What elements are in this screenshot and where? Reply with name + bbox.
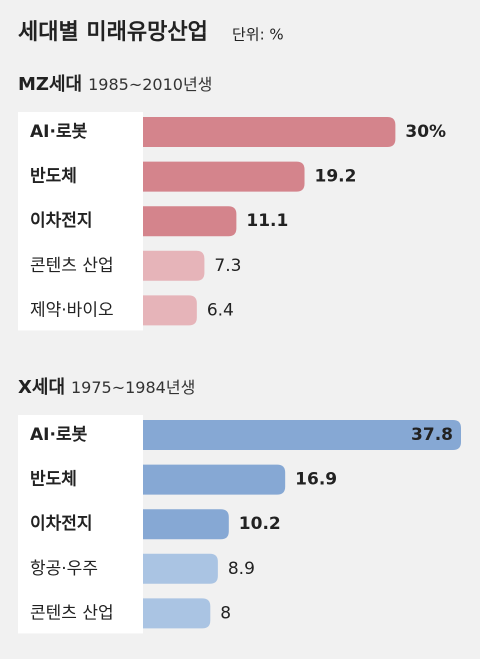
- value-label: 19.2: [315, 167, 357, 187]
- value-label: 8: [220, 603, 231, 623]
- category-label: 반도체: [30, 470, 77, 490]
- category-label: 항공·우주: [30, 559, 98, 579]
- unit-label: 단위: %: [232, 26, 284, 44]
- section-name: X세대: [18, 377, 65, 398]
- section-title: MZ세대 1985~2010년생: [18, 74, 212, 95]
- category-label: 반도체: [30, 167, 77, 187]
- category-label: 이차전지: [30, 514, 93, 534]
- value-label: 37.8: [411, 425, 453, 445]
- category-label: AI·로봇: [30, 425, 88, 445]
- bar: [143, 509, 229, 540]
- value-label: 30%: [405, 122, 446, 142]
- label-panel: [18, 112, 143, 331]
- bar: [143, 206, 237, 237]
- section-name: MZ세대: [18, 74, 82, 95]
- label-panel: [18, 415, 143, 634]
- value-label: 6.4: [207, 300, 234, 320]
- value-label: 16.9: [295, 470, 337, 490]
- chart-title: 세대별 미래유망산업: [18, 20, 208, 45]
- value-label: 7.3: [214, 256, 241, 276]
- section-title: X세대 1975~1984년생: [18, 377, 195, 398]
- bar: [143, 295, 197, 326]
- category-label: 콘텐츠 산업: [30, 256, 114, 276]
- bar: [143, 250, 205, 281]
- bar: [143, 420, 461, 450]
- value-label: 8.9: [228, 559, 255, 579]
- bar: [143, 464, 286, 495]
- bar: [143, 161, 305, 192]
- category-label: 콘텐츠 산업: [30, 603, 114, 623]
- value-label: 10.2: [239, 514, 281, 534]
- value-label: 11.1: [246, 211, 288, 231]
- bar: [143, 598, 211, 629]
- bar: [143, 553, 218, 584]
- category-label: AI·로봇: [30, 122, 88, 142]
- category-label: 제약·바이오: [30, 300, 114, 320]
- section-subtitle: 1985~2010년생: [88, 75, 212, 94]
- section-subtitle: 1975~1984년생: [71, 378, 195, 397]
- category-label: 이차전지: [30, 211, 93, 231]
- bar: [143, 117, 396, 147]
